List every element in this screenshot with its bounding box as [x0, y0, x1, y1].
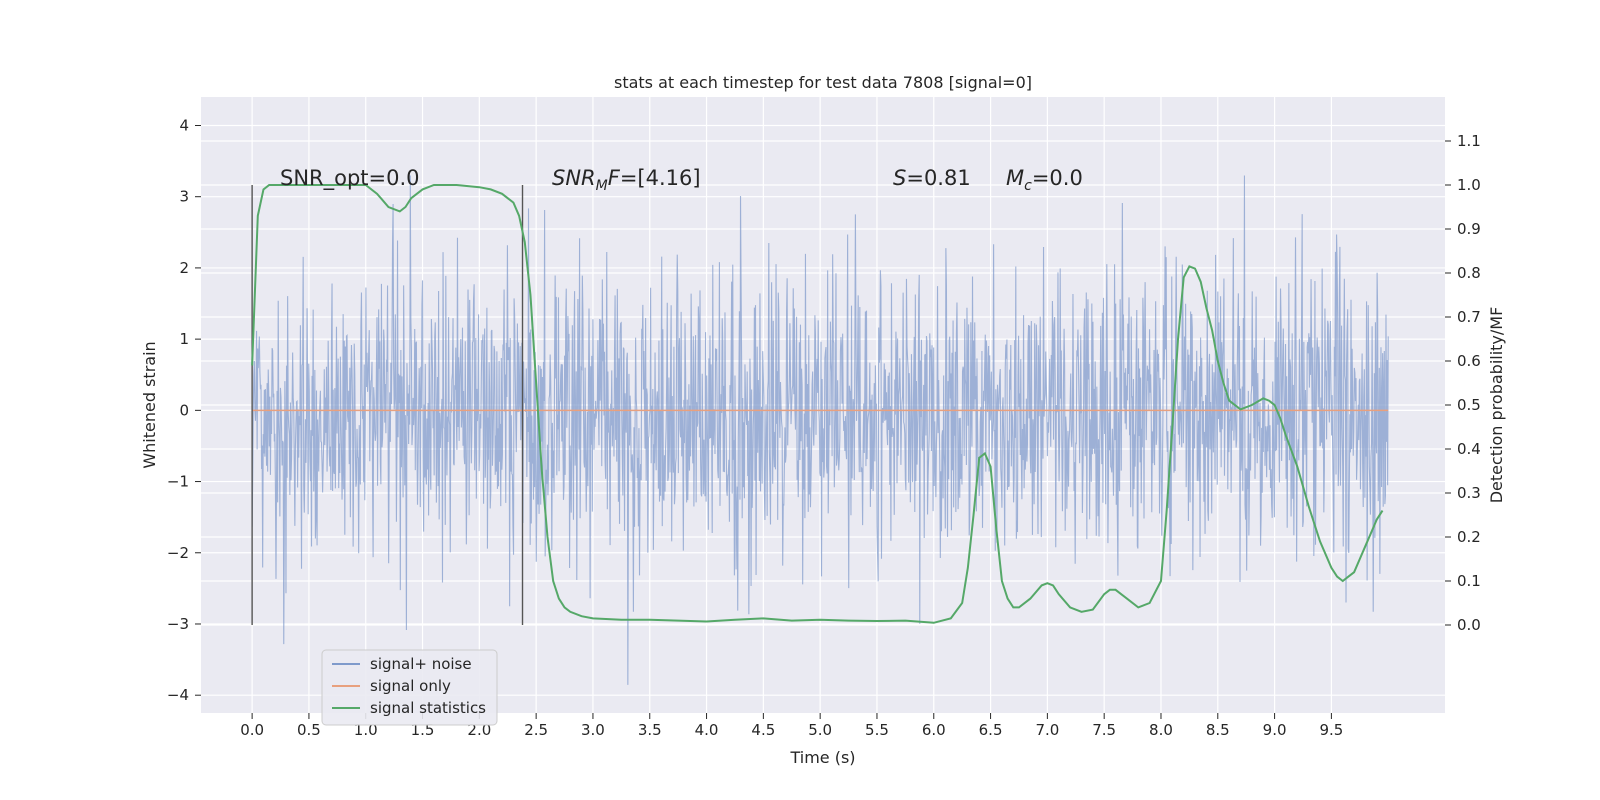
y2-axis-ticks: 1.1 1.0 0.9 0.8 0.7 0.6 0.5 0.4 0.3 0.2 0.1 0.0: [1445, 132, 1481, 634]
y-axis-label: Whitened strain: [140, 341, 159, 468]
y2-tick-label: 0.6: [1457, 352, 1481, 370]
legend-box: [321, 649, 498, 726]
series-signal-statistics: [251, 184, 1384, 624]
y2-tick-label: 1.0: [1457, 176, 1481, 194]
y2-tick-label: 1.1: [1457, 132, 1481, 150]
y2-tick-label: 0.7: [1457, 308, 1481, 326]
y-tick-label: 3: [179, 188, 189, 206]
x-tick-label: 3.5: [638, 721, 662, 739]
y2-tick-label: 0.2: [1457, 528, 1481, 546]
y-tick-label: 0: [179, 401, 189, 419]
x-tick-label: 6.5: [979, 721, 1003, 739]
y2-tick-label: 0.0: [1457, 616, 1481, 634]
x-tick-label: 5.5: [865, 721, 889, 739]
y2-tick-label: 0.8: [1457, 264, 1481, 282]
y-axis-ticks: 4 3 2 1 0 −1 −2 −3 −4: [167, 116, 201, 704]
annotation-mc: Mc=0.0: [1006, 166, 1083, 194]
annotation-s: S=0.81: [893, 166, 971, 190]
y-tick-label: −4: [167, 686, 189, 704]
x-tick-label: 8.0: [1149, 721, 1173, 739]
x-tick-label: 4.0: [695, 721, 719, 739]
legend-label-signal-statistics: signal statistics: [370, 699, 486, 717]
y2-tick-label: 0.4: [1457, 440, 1481, 458]
x-tick-label: 4.5: [751, 721, 775, 739]
x-tick-label: 5.0: [808, 721, 832, 739]
y-gridlines: [201, 124, 1445, 696]
legend: signal+ noise signal only signal statist…: [321, 649, 498, 726]
x-tick-label: 7.0: [1035, 721, 1059, 739]
x-tick-label: 8.5: [1206, 721, 1230, 739]
chart-title: stats at each timestep for test data 780…: [614, 73, 1032, 92]
x-tick-label: 0.0: [240, 721, 264, 739]
legend-label-signal-noise: signal+ noise: [370, 655, 472, 673]
x-tick-label: 9.0: [1263, 721, 1287, 739]
y2-tick-label: 0.3: [1457, 484, 1481, 502]
x-tick-label: 6.0: [922, 721, 946, 739]
y-tick-label: 1: [179, 330, 189, 348]
x-tick-label: 9.5: [1319, 721, 1343, 739]
y2-tick-label: 0.9: [1457, 220, 1481, 238]
x-tick-label: 2.5: [524, 721, 548, 739]
vertical-markers: [251, 185, 524, 625]
y-tick-label: 2: [179, 259, 189, 277]
x-tick-label: 7.5: [1092, 721, 1116, 739]
y2-axis-label: Detection probability/MF: [1487, 307, 1506, 504]
y-tick-label: −3: [167, 615, 189, 633]
y-tick-label: −2: [167, 544, 189, 562]
x-tick-label: 3.0: [581, 721, 605, 739]
x-tick-label: 0.5: [297, 721, 321, 739]
y2-tick-label: 0.5: [1457, 396, 1481, 414]
y-tick-label: 4: [179, 116, 189, 134]
legend-label-signal-only: signal only: [370, 677, 451, 695]
annotation-snr-mf: SNRMF=[4.16]: [552, 166, 701, 194]
y-tick-label: −1: [167, 473, 189, 491]
y2-tick-label: 0.1: [1457, 572, 1481, 590]
x-axis-label: Time (s): [789, 748, 855, 767]
annotation-snr-opt: SNR_opt=0.0: [280, 166, 420, 191]
